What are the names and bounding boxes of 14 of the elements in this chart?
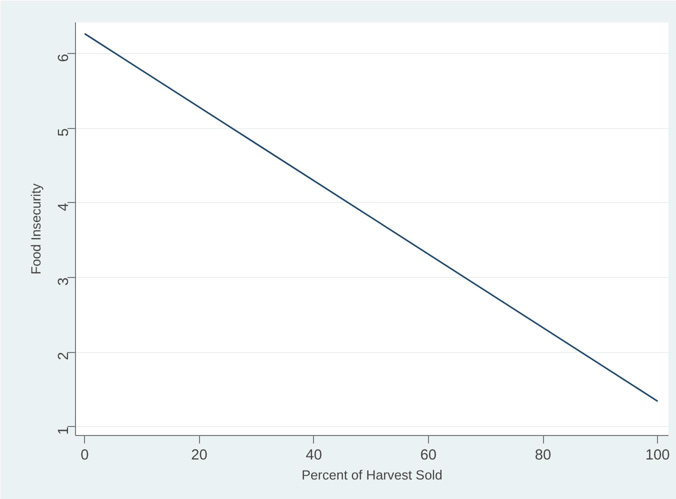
y-tick-label: 3 [56, 277, 72, 286]
y-tick-label: 4 [56, 202, 72, 212]
y-tick-label: 5 [56, 128, 72, 137]
x-tick-label: 80 [534, 448, 552, 464]
x-tick-label: 20 [191, 448, 208, 464]
y-tick-label: 1 [56, 426, 72, 435]
y-axis-title: Food Insecurity [28, 183, 44, 275]
x-axis-title: Percent of Harvest Sold [302, 468, 442, 482]
x-tick-label: 100 [645, 448, 670, 464]
y-tick-label: 6 [56, 54, 72, 62]
x-tick-label: 60 [420, 448, 437, 464]
y-tick-label: 2 [56, 352, 72, 360]
x-tick-label: 40 [306, 448, 322, 464]
x-tick-label: 0 [80, 448, 89, 464]
